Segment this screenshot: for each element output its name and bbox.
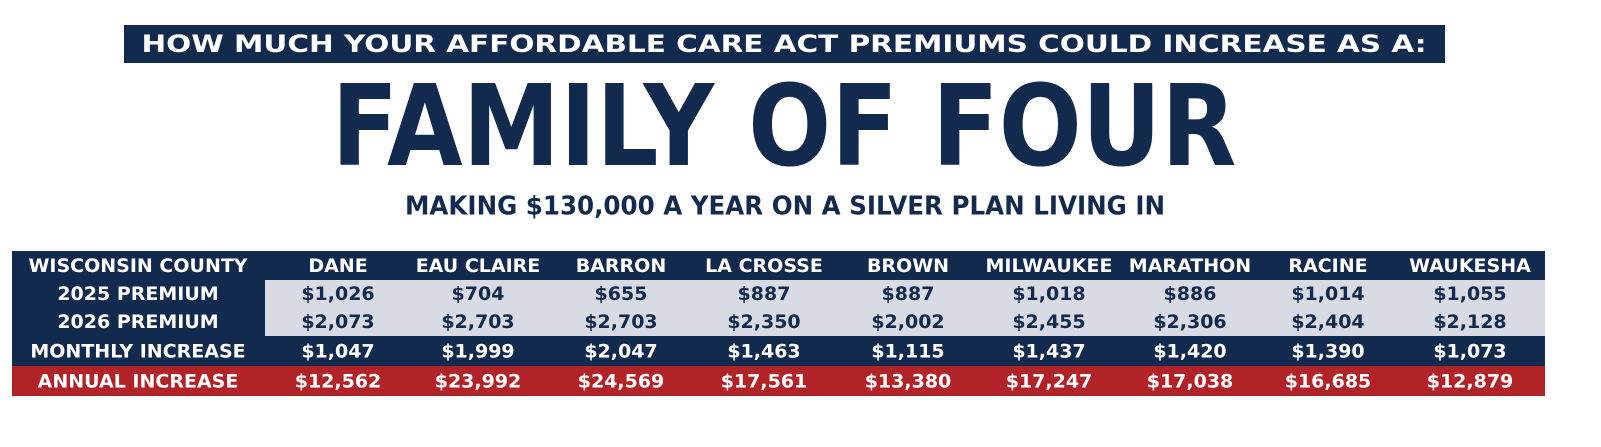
row-label: MONTHLY INCREASE bbox=[30, 341, 245, 363]
cell: $16,685 bbox=[1285, 371, 1372, 393]
cell: $12,562 bbox=[295, 371, 382, 393]
cell: $1,463 bbox=[727, 341, 800, 363]
cell: $2,350 bbox=[727, 311, 800, 333]
cell: $1,026 bbox=[301, 283, 374, 305]
cell: $1,018 bbox=[1012, 283, 1085, 305]
cell: $2,128 bbox=[1433, 311, 1506, 333]
cell: $886 bbox=[1164, 283, 1217, 305]
row-label: 2026 PREMIUM bbox=[57, 311, 218, 333]
title: FAMILY OF FOUR bbox=[332, 62, 1237, 192]
cell: $13,380 bbox=[865, 371, 952, 393]
column-header: RACINE bbox=[1288, 255, 1367, 277]
cell: $12,879 bbox=[1427, 371, 1514, 393]
cell: $2,047 bbox=[584, 341, 657, 363]
row-bg bbox=[12, 366, 1545, 396]
subtitle: MAKING $130,000 A YEAR ON A SILVER PLAN … bbox=[405, 192, 1165, 222]
cell: $2,073 bbox=[301, 311, 374, 333]
column-header: MARATHON bbox=[1129, 255, 1251, 277]
cell: $24,569 bbox=[578, 371, 665, 393]
header-row-bg bbox=[12, 251, 1545, 280]
column-header: LA CROSSE bbox=[705, 255, 823, 277]
cell: $2,703 bbox=[441, 311, 514, 333]
cell: $1,073 bbox=[1433, 341, 1506, 363]
row-bg bbox=[12, 336, 1545, 366]
cell: $23,992 bbox=[435, 371, 522, 393]
cell: $1,014 bbox=[1291, 283, 1364, 305]
row-label: 2025 PREMIUM bbox=[57, 283, 218, 305]
table: WISCONSIN COUNTY DANE EAU CLAIRE BARRON LA C… bbox=[12, 251, 1545, 396]
cell: $1,047 bbox=[301, 341, 374, 363]
cell: $2,404 bbox=[1291, 311, 1364, 333]
cell: $887 bbox=[738, 283, 791, 305]
column-header: BROWN bbox=[867, 255, 949, 277]
cell: $2,455 bbox=[1012, 311, 1085, 333]
column-header: DANE bbox=[308, 255, 367, 277]
cell: $2,703 bbox=[584, 311, 657, 333]
cell: $2,306 bbox=[1153, 311, 1226, 333]
cell: $655 bbox=[595, 283, 648, 305]
cell: $1,437 bbox=[1012, 341, 1085, 363]
cell: $2,002 bbox=[871, 311, 944, 333]
column-header: WAUKESHA bbox=[1409, 255, 1531, 277]
column-header: WISCONSIN COUNTY bbox=[28, 255, 247, 277]
cell: $17,561 bbox=[721, 371, 808, 393]
cell: $1,115 bbox=[871, 341, 944, 363]
row-values-bg bbox=[265, 280, 1545, 307]
row-label: ANNUAL INCREASE bbox=[38, 371, 239, 393]
cell: $1,055 bbox=[1433, 283, 1506, 305]
row-values-bg bbox=[265, 307, 1545, 336]
column-header: MILWAUKEE bbox=[986, 255, 1113, 277]
cell: $1,999 bbox=[441, 341, 514, 363]
cell: $887 bbox=[882, 283, 935, 305]
banner-text: HOW MUCH YOUR AFFORDABLE CARE ACT PREMIU… bbox=[142, 30, 1427, 58]
column-header: EAU CLAIRE bbox=[416, 255, 541, 277]
cell: $704 bbox=[452, 283, 505, 305]
cell: $1,420 bbox=[1153, 341, 1226, 363]
banner-bg bbox=[124, 25, 1445, 63]
cell: $17,038 bbox=[1147, 371, 1234, 393]
cell: $17,247 bbox=[1006, 371, 1093, 393]
cell: $1,390 bbox=[1291, 341, 1364, 363]
column-header: BARRON bbox=[576, 255, 667, 277]
